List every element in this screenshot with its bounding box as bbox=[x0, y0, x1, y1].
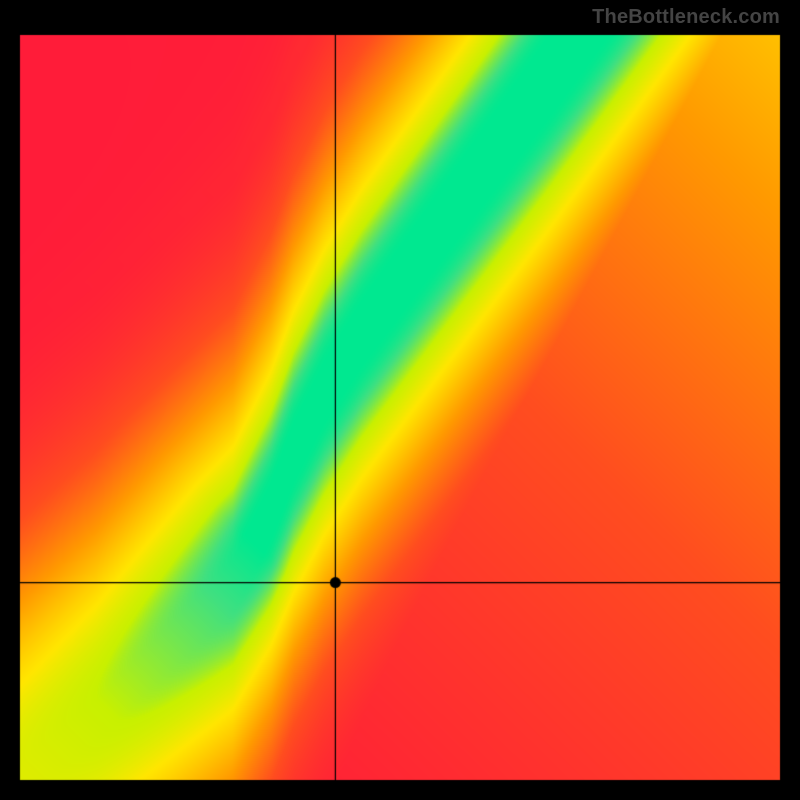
heatmap-canvas bbox=[0, 0, 800, 800]
credit-label: TheBottleneck.com bbox=[592, 6, 780, 29]
figure-container: TheBottleneck.com bbox=[0, 0, 800, 800]
